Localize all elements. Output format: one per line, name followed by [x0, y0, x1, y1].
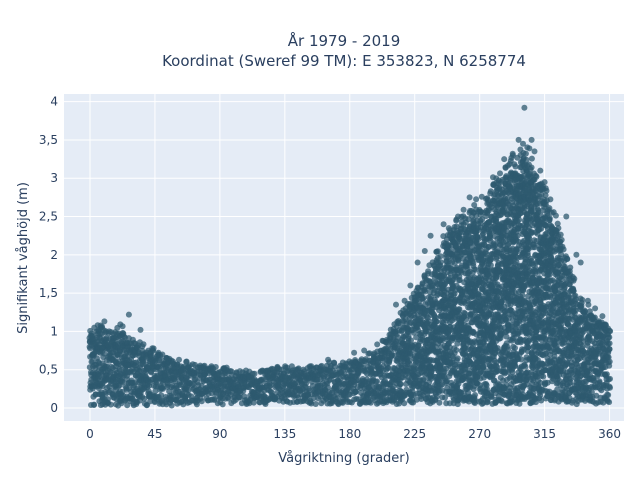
data-point	[140, 341, 147, 348]
data-point	[176, 356, 182, 363]
data-point	[472, 392, 478, 398]
data-point	[470, 260, 477, 267]
data-point	[152, 388, 159, 395]
data-point	[124, 402, 131, 409]
data-point	[90, 402, 97, 408]
data-points	[86, 104, 614, 409]
data-point	[473, 196, 480, 203]
data-point	[518, 356, 525, 363]
data-point	[433, 318, 440, 325]
data-point	[219, 401, 226, 408]
data-point	[505, 346, 511, 353]
data-point	[168, 402, 175, 409]
data-point	[159, 351, 166, 358]
data-point	[185, 387, 192, 393]
data-point	[150, 345, 157, 352]
data-point	[401, 400, 408, 407]
data-point	[462, 310, 469, 317]
data-point	[133, 401, 140, 408]
data-point	[159, 384, 166, 391]
data-point	[512, 345, 518, 351]
data-point	[528, 164, 535, 171]
data-point	[494, 345, 501, 352]
data-point	[312, 401, 319, 407]
data-point	[522, 150, 529, 157]
data-point	[534, 206, 541, 213]
data-point	[119, 323, 126, 330]
data-point	[483, 319, 490, 326]
data-point	[528, 155, 535, 162]
data-point	[198, 398, 205, 405]
data-point	[533, 173, 540, 180]
data-point	[453, 347, 460, 353]
data-point	[487, 256, 494, 263]
data-point	[194, 379, 201, 386]
data-point	[158, 392, 165, 399]
data-point	[436, 399, 443, 406]
data-point	[107, 401, 114, 408]
data-point	[172, 378, 179, 385]
data-point	[235, 394, 242, 401]
data-point	[397, 381, 403, 388]
data-point	[460, 206, 467, 213]
data-point	[497, 170, 503, 177]
data-point	[509, 369, 516, 376]
data-point	[212, 364, 219, 370]
data-point	[228, 368, 235, 375]
data-point	[513, 248, 520, 255]
data-point	[251, 370, 258, 377]
data-point	[141, 395, 148, 402]
data-point	[420, 295, 427, 301]
data-point	[374, 378, 380, 385]
data-point	[526, 145, 533, 152]
data-point	[516, 216, 522, 223]
data-point	[434, 248, 441, 255]
data-point	[211, 395, 218, 402]
data-point	[101, 350, 108, 357]
data-point	[437, 253, 444, 260]
data-point	[454, 355, 461, 362]
